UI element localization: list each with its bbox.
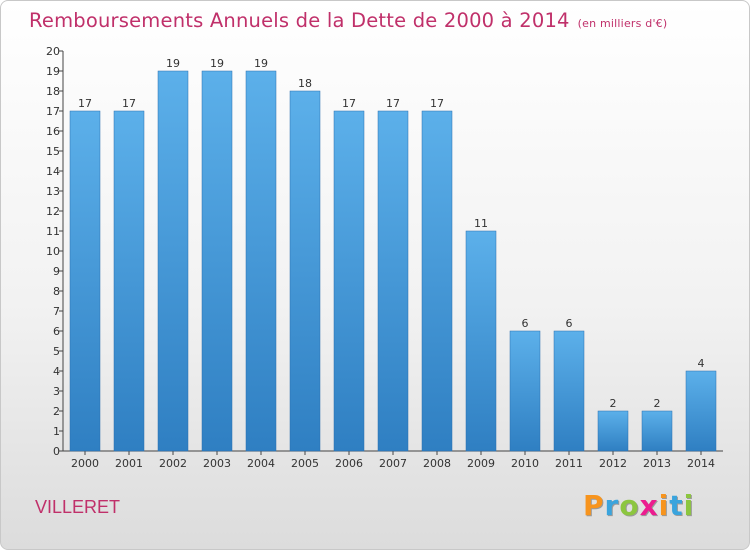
bar: [553, 330, 585, 452]
bar: [113, 110, 145, 452]
y-tick-label: 5: [53, 345, 60, 358]
y-tick-label: 14: [46, 165, 60, 178]
x-tick-label: 2005: [291, 457, 319, 470]
x-tick-label: 2002: [159, 457, 187, 470]
x-tick-label: 2008: [423, 457, 451, 470]
y-tick-label: 0: [53, 445, 60, 458]
bar-value-label: 17: [122, 97, 136, 110]
bar: [377, 110, 409, 452]
bar: [69, 110, 101, 452]
y-tick-label: 13: [46, 185, 60, 198]
bar-value-label: 6: [522, 317, 529, 330]
chart-title: Remboursements Annuels de la Dette de 20…: [29, 9, 667, 32]
y-tick-label: 2: [53, 405, 60, 418]
logo-letter: r: [604, 489, 620, 522]
logo-letter: o: [619, 489, 640, 522]
bar-value-label: 17: [342, 97, 356, 110]
bar-value-label: 2: [654, 397, 661, 410]
bar-value-label: 17: [386, 97, 400, 110]
chart-title-text: Remboursements Annuels de la Dette de 20…: [29, 9, 570, 32]
y-tick-label: 16: [46, 125, 60, 138]
bar-value-label: 17: [430, 97, 444, 110]
bar: [289, 90, 321, 452]
x-tick-label: 2011: [555, 457, 583, 470]
commune-name: VILLERET: [35, 497, 121, 517]
y-tick-label: 19: [46, 65, 60, 78]
y-tick-label: 11: [46, 225, 60, 238]
bar-value-label: 18: [298, 77, 312, 90]
x-tick-label: 2004: [247, 457, 275, 470]
y-tick-label: 15: [46, 145, 60, 158]
y-tick-label: 12: [46, 205, 60, 218]
x-tick-label: 2009: [467, 457, 495, 470]
x-tick-label: 2013: [643, 457, 671, 470]
bar: [157, 70, 189, 452]
bar-value-label: 19: [166, 57, 180, 70]
bar: [509, 330, 541, 452]
bar-value-label: 19: [254, 57, 268, 70]
bar: [245, 70, 277, 452]
y-tick-label: 1: [53, 425, 60, 438]
logo-letter: i: [683, 489, 695, 522]
bar: [333, 110, 365, 452]
y-tick-label: 3: [53, 385, 60, 398]
x-tick-label: 2000: [71, 457, 99, 470]
logo-letter: x: [639, 489, 659, 522]
logo-letter: i: [658, 489, 670, 522]
y-tick-label: 17: [46, 105, 60, 118]
x-tick-label: 2014: [687, 457, 715, 470]
proxiti-logo: Proxiti: [583, 489, 694, 522]
bar-value-label: 17: [78, 97, 92, 110]
logo-letter: P: [583, 489, 605, 522]
y-tick-label: 8: [53, 285, 60, 298]
bar: [685, 370, 717, 452]
y-tick-label: 6: [53, 325, 60, 338]
x-tick-label: 2006: [335, 457, 363, 470]
y-tick-label: 9: [53, 265, 60, 278]
chart-subtitle: (en milliers d'€): [577, 17, 668, 30]
bar-value-label: 11: [474, 217, 488, 230]
bar-value-label: 6: [566, 317, 573, 330]
y-tick-label: 7: [53, 305, 60, 318]
bar: [421, 110, 453, 452]
x-tick-label: 2003: [203, 457, 231, 470]
x-tick-label: 2012: [599, 457, 627, 470]
x-tick-label: 2001: [115, 457, 143, 470]
bar: [597, 410, 629, 452]
y-tick-label: 18: [46, 85, 60, 98]
bar: [465, 230, 497, 452]
y-tick-label: 20: [46, 45, 60, 58]
bar: [201, 70, 233, 452]
logo-letter: t: [669, 489, 684, 522]
bar-value-label: 4: [698, 357, 705, 370]
bar: [641, 410, 673, 452]
x-tick-label: 2007: [379, 457, 407, 470]
y-tick-label: 4: [53, 365, 60, 378]
bar-value-label: 2: [610, 397, 617, 410]
bar-value-label: 19: [210, 57, 224, 70]
y-tick-label: 10: [46, 245, 60, 258]
x-tick-label: 2010: [511, 457, 539, 470]
